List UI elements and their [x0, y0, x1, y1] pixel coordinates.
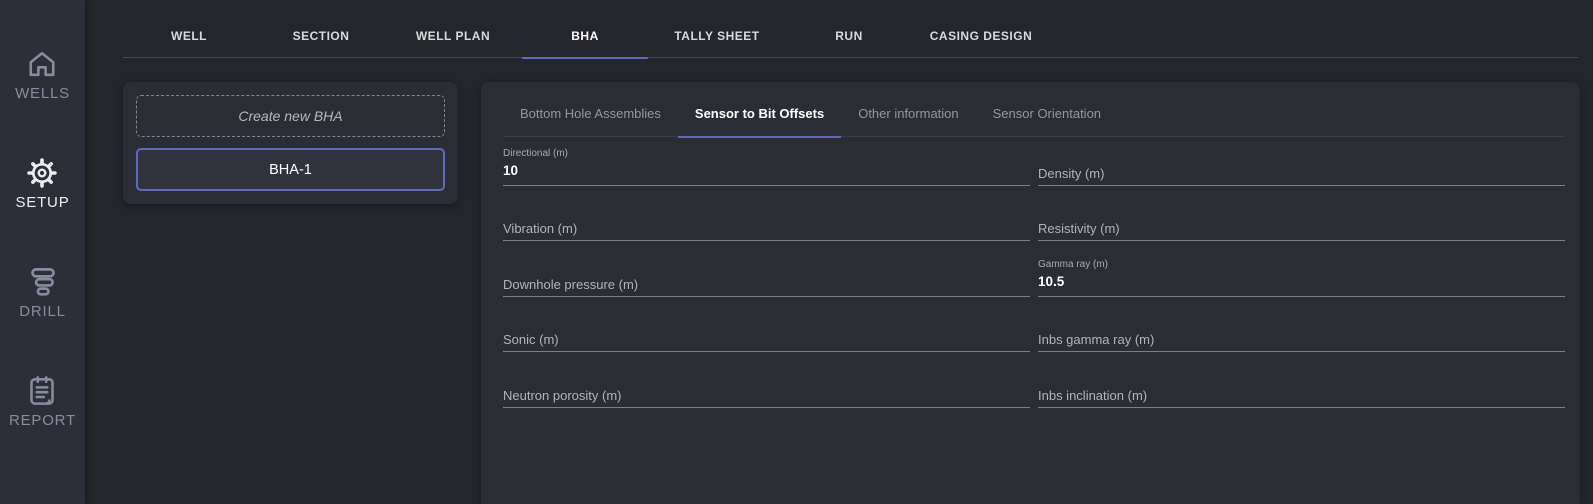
- field-inbs-inclination: Inbs inclination (m): [1038, 352, 1565, 408]
- inbs-gamma-ray-input[interactable]: [1038, 326, 1565, 352]
- sonic-input[interactable]: [503, 326, 1030, 352]
- tab-other-information[interactable]: Other information: [858, 105, 959, 121]
- sidebar-item-label: REPORT: [8, 412, 77, 429]
- field-neutron-porosity: Neutron porosity (m): [503, 352, 1030, 408]
- downhole-pressure-input[interactable]: [503, 270, 1030, 297]
- sidebar-item-label: SETUP: [15, 194, 70, 211]
- sidebar: WELLS: [0, 0, 85, 504]
- tab-run[interactable]: RUN: [835, 28, 863, 43]
- tab-tally-sheet[interactable]: TALLY SHEET: [674, 28, 760, 43]
- inbs-inclination-input[interactable]: [1038, 381, 1565, 408]
- sidebar-item-drill[interactable]: DRILL: [19, 264, 66, 320]
- tab-section[interactable]: SECTION: [292, 28, 350, 43]
- tab-bottom-hole-assemblies[interactable]: Bottom Hole Assemblies: [520, 105, 661, 121]
- sidebar-item-label: WELLS: [15, 85, 70, 102]
- gear-icon: [24, 155, 60, 191]
- drill-icon: [25, 264, 61, 300]
- tab-bha[interactable]: BHA: [519, 14, 651, 59]
- bha-list-card: Create new BHA BHA-1: [123, 82, 458, 204]
- content-area: WELL SECTION WELL PLAN BHA TALLY SHEET R…: [85, 0, 1593, 504]
- top-tabbar: WELL SECTION WELL PLAN BHA TALLY SHEET R…: [123, 0, 1578, 59]
- workspace: Create new BHA BHA-1 Bottom Hole Assembl…: [85, 58, 1593, 504]
- tab-well[interactable]: WELL: [171, 28, 207, 43]
- field-sonic: Sonic (m): [503, 297, 1030, 352]
- sensor-offsets-form: Directional (m) Density (m) Vibration (m…: [503, 130, 1565, 408]
- field-vibration: Vibration (m): [503, 186, 1030, 241]
- sidebar-item-wells[interactable]: WELLS: [15, 46, 70, 102]
- report-icon: [24, 373, 60, 409]
- field-resistivity: Resistivity (m): [1038, 186, 1565, 241]
- density-input[interactable]: [1038, 159, 1565, 186]
- field-downhole-pressure: Downhole pressure (m): [503, 241, 1030, 297]
- neutron-porosity-input[interactable]: [503, 381, 1030, 408]
- field-density: Density (m): [1038, 130, 1565, 186]
- detail-tabbar: Bottom Hole Assemblies Sensor to Bit Off…: [503, 82, 1565, 138]
- tab-sensor-to-bit-offsets[interactable]: Sensor to Bit Offsets: [677, 90, 842, 138]
- resistivity-input[interactable]: [1038, 215, 1565, 241]
- field-label: Directional (m): [503, 147, 569, 159]
- bha-item-button[interactable]: BHA-1: [136, 148, 445, 191]
- directional-input[interactable]: [503, 159, 1030, 186]
- sidebar-item-label: DRILL: [19, 303, 66, 320]
- vibration-input[interactable]: [503, 215, 1030, 241]
- tab-sensor-orientation[interactable]: Sensor Orientation: [992, 105, 1102, 121]
- field-gamma-ray: Gamma ray (m): [1038, 241, 1565, 297]
- create-new-bha-button[interactable]: Create new BHA: [136, 95, 445, 137]
- tab-casing-design[interactable]: CASING DESIGN: [929, 28, 1033, 43]
- field-directional: Directional (m): [503, 130, 1030, 186]
- sidebar-item-setup[interactable]: SETUP: [15, 155, 69, 211]
- gamma-ray-input[interactable]: [1038, 270, 1565, 297]
- field-inbs-gamma-ray: Inbs gamma ray (m): [1038, 297, 1565, 352]
- home-icon: [24, 46, 60, 82]
- sidebar-item-report[interactable]: REPORT: [9, 373, 76, 429]
- bha-detail-panel: Bottom Hole Assemblies Sensor to Bit Off…: [481, 82, 1580, 504]
- field-label: Gamma ray (m): [1038, 258, 1108, 270]
- tab-well-plan[interactable]: WELL PLAN: [415, 28, 491, 43]
